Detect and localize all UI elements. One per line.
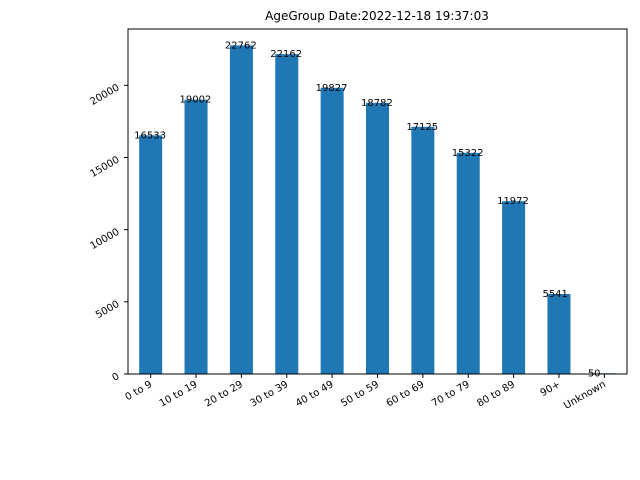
- bar-7: [456, 152, 480, 374]
- x-tick-label-4: 40 to 49: [294, 379, 336, 409]
- x-axis: 0 to 9 10 to 19 20 to 29 30 to 39 40 to 49 50…: [123, 374, 608, 412]
- bar-2: [229, 45, 253, 375]
- bar-value-label-7: 15322: [452, 148, 484, 159]
- x-tick-label-0: 0 to 9: [123, 379, 154, 403]
- bar-5: [366, 102, 389, 374]
- bar-value-label-3: 22162: [270, 49, 302, 60]
- x-tick-label-3: 30 to 39: [249, 379, 291, 409]
- plot-frame: [127, 28, 628, 375]
- x-tick-label-10: Unknown: [562, 379, 608, 412]
- bar-value-label-4: 19827: [316, 83, 348, 94]
- bar-value-label-0: 16533: [134, 130, 166, 141]
- bar-0: [139, 135, 163, 374]
- x-tick-label-5: 50 to 59: [339, 379, 381, 409]
- bar-8: [502, 201, 526, 374]
- bar-4: [320, 87, 344, 375]
- bar-value-label-1: 19002: [180, 95, 212, 106]
- bar-value-label-9: 5541: [542, 289, 567, 300]
- y-tick-label-4: 20000: [88, 82, 121, 107]
- bar-value-label-6: 17125: [406, 122, 438, 133]
- x-tick-label-6: 60 to 69: [385, 379, 427, 409]
- bar-1: [184, 99, 208, 375]
- y-tick-label-0: 0: [110, 371, 121, 384]
- bar-3: [275, 54, 299, 374]
- x-tick-label-2: 20 to 29: [203, 379, 245, 409]
- bar-value-label-2: 22762: [225, 40, 257, 51]
- y-tick-label-3: 15000: [88, 155, 121, 180]
- x-tick-label-1: 10 to 19: [158, 379, 200, 409]
- y-axis: 0 5000 10000 15000 20000: [88, 82, 128, 384]
- bar-value-label-8: 11972: [497, 196, 529, 207]
- x-tick-label-8: 80 to 89: [475, 379, 517, 409]
- bars-group: [139, 45, 616, 375]
- bar-value-label-5: 18782: [361, 98, 393, 109]
- chart-title: AgeGroup Date:2022-12-18 19:37:03: [265, 9, 489, 23]
- bar-6: [411, 126, 435, 374]
- x-tick-label-9: 90+: [539, 379, 563, 399]
- bar-9: [547, 294, 571, 374]
- y-tick-label-1: 5000: [94, 299, 122, 321]
- y-tick-label-2: 10000: [88, 227, 121, 252]
- x-tick-label-7: 70 to 79: [430, 379, 472, 409]
